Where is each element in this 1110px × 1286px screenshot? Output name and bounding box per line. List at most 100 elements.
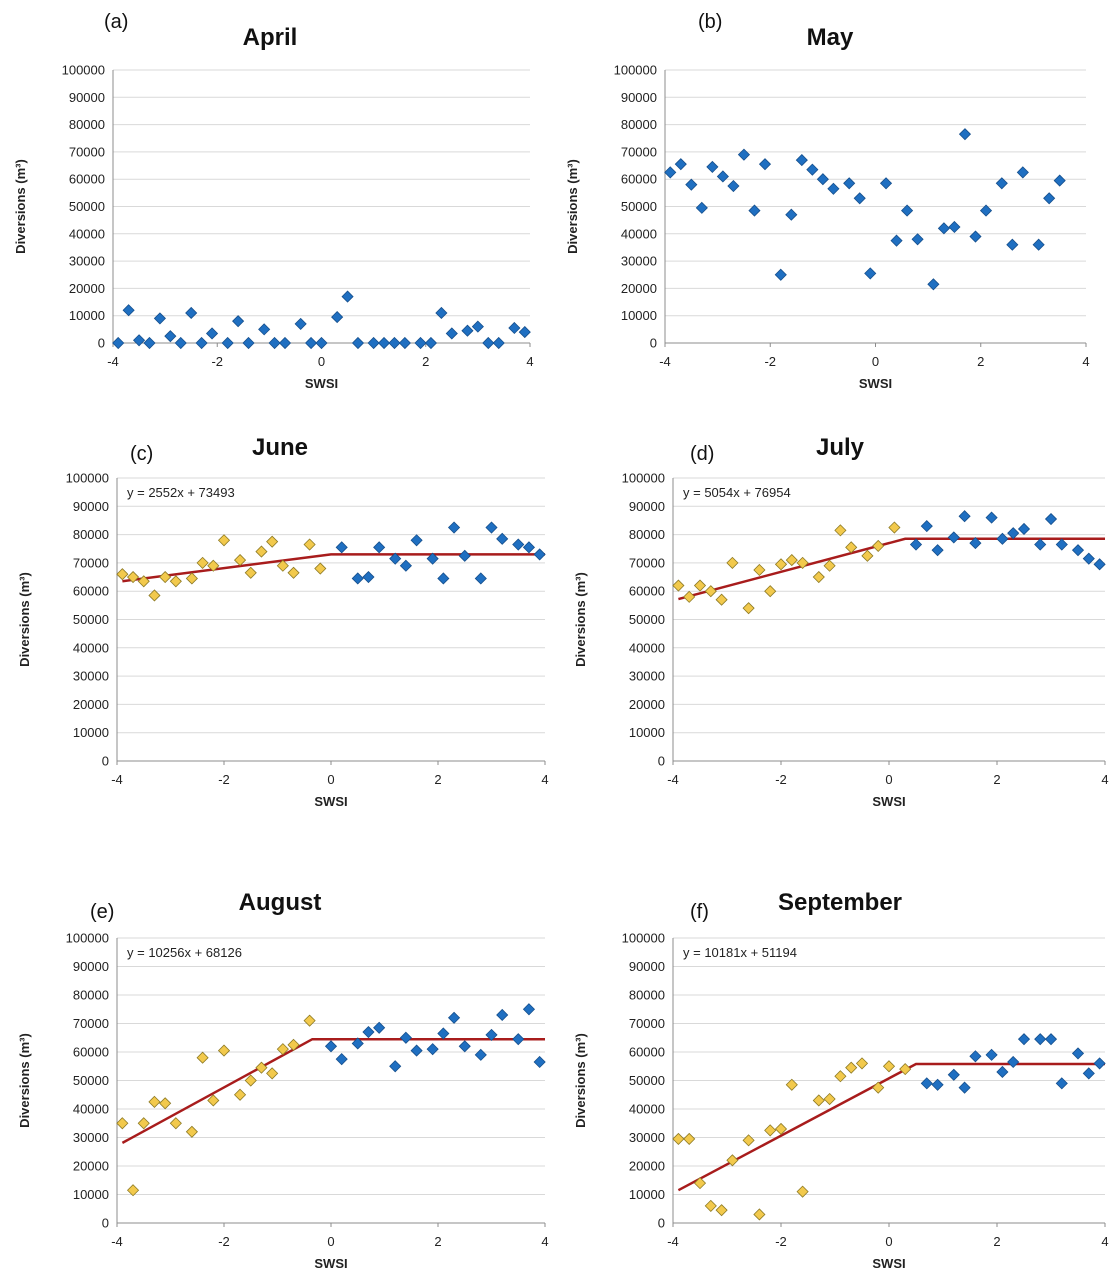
data-point: [1071, 1047, 1085, 1060]
data-point: [890, 234, 903, 247]
data-point: [845, 541, 858, 554]
y-tick-label: 0: [650, 336, 657, 351]
data-point: [1055, 538, 1068, 551]
data-point: [268, 336, 281, 350]
data-point: [196, 556, 209, 569]
data-point: [704, 1199, 717, 1212]
chart-panel: 0 10000 20000 30000 40000 50000 60000 70000 8000…: [573, 889, 1109, 1271]
x-tick-label: 0: [327, 772, 334, 787]
x-tick-label: 4: [1101, 1234, 1108, 1249]
data-point: [706, 160, 719, 173]
data-point: [969, 537, 982, 550]
y-axis-label: Diversions (m³): [565, 159, 580, 254]
data-point: [958, 510, 971, 523]
data-point: [985, 1048, 998, 1061]
data-point: [305, 336, 318, 350]
x-tick-label: 2: [434, 1234, 441, 1249]
y-tick-label: 40000: [73, 640, 109, 655]
data-point: [116, 1117, 129, 1130]
data-point: [664, 166, 677, 179]
data-point: [674, 158, 687, 171]
y-tick-label: 0: [98, 336, 105, 351]
data-point: [1017, 522, 1031, 536]
y-tick-label: 100000: [622, 931, 665, 946]
data-point: [748, 204, 761, 217]
data-point: [522, 541, 536, 554]
data-point: [683, 1132, 696, 1145]
data-point: [242, 336, 255, 350]
chart-panel: 0 10000 20000 30000 40000 50000 60000 70000 8000…: [13, 11, 534, 391]
data-point: [785, 208, 798, 221]
chart-panel: 0 10000 20000 30000 40000 50000 60000 70000 8000…: [573, 434, 1109, 809]
data-point: [126, 1184, 140, 1197]
data-point: [845, 1061, 858, 1074]
y-tick-label: 30000: [621, 254, 657, 269]
data-point: [920, 1077, 933, 1090]
y-tick-label: 80000: [73, 988, 109, 1003]
data-point: [474, 572, 487, 585]
data-point: [410, 1044, 423, 1057]
data-point: [244, 566, 257, 579]
y-tick-label: 30000: [69, 254, 105, 269]
data-point: [388, 336, 401, 350]
data-point: [1034, 538, 1047, 551]
y-tick-label: 50000: [73, 612, 109, 627]
data-point: [377, 336, 391, 350]
data-point: [112, 336, 125, 350]
data-point: [169, 1117, 182, 1130]
chart-title: August: [239, 889, 322, 916]
chart-title: May: [807, 24, 854, 51]
y-tick-label: 70000: [629, 1016, 665, 1031]
y-tick-label: 80000: [621, 117, 657, 132]
data-point: [496, 1008, 509, 1022]
data-point: [122, 304, 135, 317]
x-tick-label: -2: [764, 354, 776, 369]
data-point: [341, 290, 354, 303]
y-tick-label: 50000: [69, 199, 105, 214]
data-point: [742, 1134, 755, 1147]
data-point: [1017, 1033, 1031, 1046]
data-point: [461, 324, 474, 337]
data-point: [512, 538, 525, 551]
y-tick-label: 60000: [73, 584, 109, 599]
x-tick-label: 4: [526, 354, 533, 369]
chart-title: April: [243, 24, 298, 51]
data-point: [232, 315, 245, 328]
data-point: [362, 1025, 375, 1039]
data-point: [287, 566, 300, 579]
data-point: [132, 334, 146, 347]
x-tick-label: 4: [541, 1234, 548, 1249]
x-tick-label: 0: [327, 1234, 334, 1249]
data-point: [335, 541, 348, 554]
data-point: [169, 575, 182, 588]
data-point: [1016, 166, 1029, 179]
x-axis-label: SWSI: [305, 376, 338, 391]
data-point: [758, 158, 772, 171]
data-point: [879, 177, 893, 190]
y-tick-label: 70000: [69, 144, 105, 159]
data-point: [435, 306, 448, 320]
data-point: [458, 549, 471, 562]
data-point: [485, 521, 498, 534]
data-point: [485, 1028, 498, 1041]
data-point: [1044, 1033, 1058, 1046]
data-point: [861, 549, 874, 562]
data-point: [331, 310, 344, 324]
x-axis-label: SWSI: [314, 794, 347, 809]
data-point: [1071, 544, 1085, 557]
x-tick-label: 2: [993, 1234, 1000, 1249]
chart-title: September: [778, 889, 902, 916]
y-tick-label: 90000: [69, 90, 105, 105]
data-point: [715, 1204, 728, 1217]
data-point: [414, 336, 427, 350]
data-point: [303, 538, 316, 551]
data-point: [335, 1053, 348, 1066]
x-tick-label: 4: [541, 772, 548, 787]
y-tick-label: 40000: [69, 226, 105, 241]
data-point: [823, 559, 836, 572]
data-point: [410, 534, 423, 547]
y-tick-label: 20000: [621, 281, 657, 296]
data-point: [492, 336, 505, 350]
data-point: [437, 572, 450, 585]
data-point: [137, 1117, 150, 1130]
